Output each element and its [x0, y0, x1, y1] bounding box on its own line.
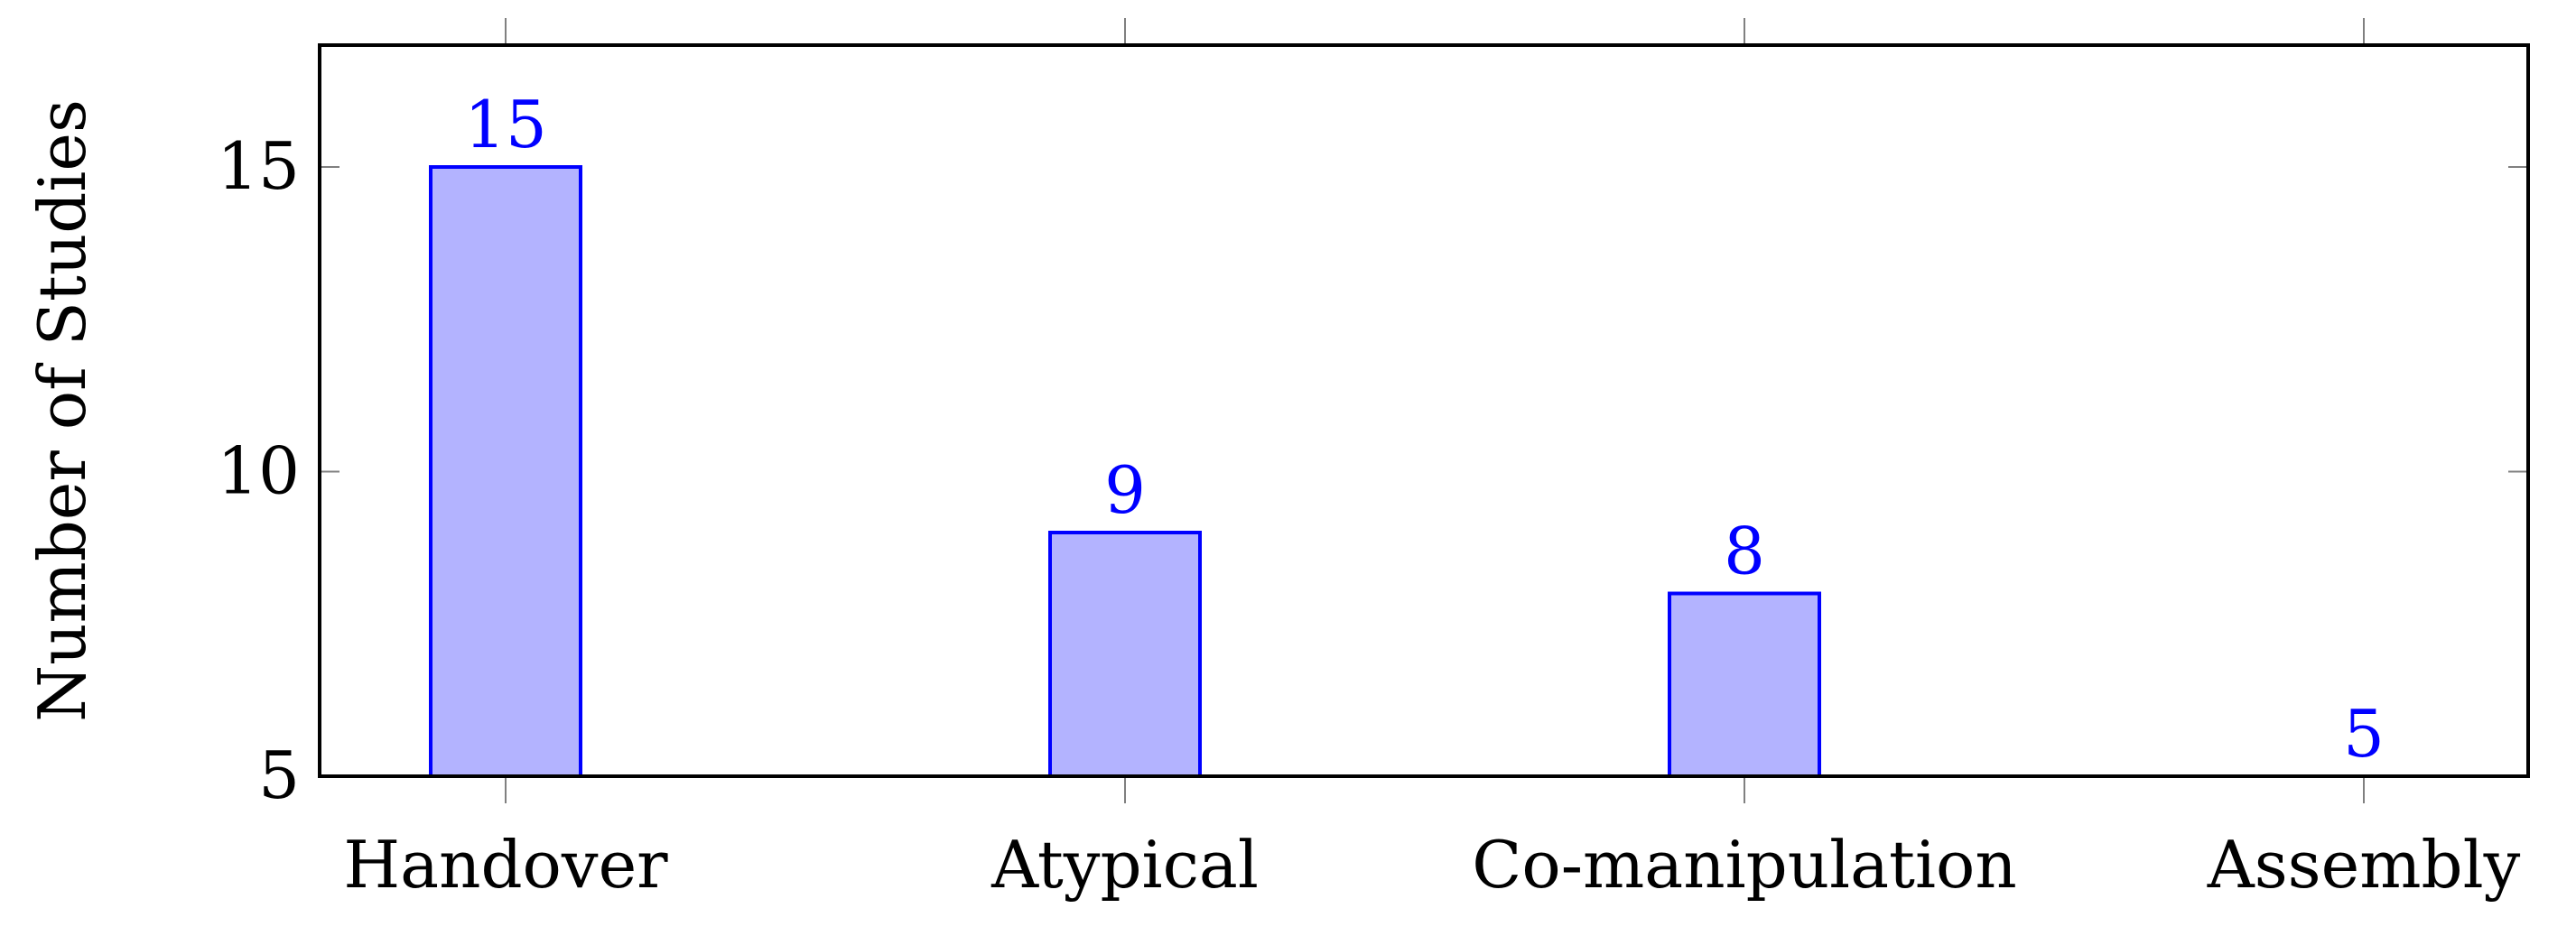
category-labels: Handover Atypical Co-manipulation Assembly: [343, 827, 2520, 903]
y-axis-title: Number of Studies: [24, 99, 100, 722]
y-tick-labels: 5 10 15: [217, 128, 300, 813]
category-label: Assembly: [2207, 827, 2521, 903]
y-tick-label: 10: [217, 433, 300, 509]
bars: [429, 165, 1821, 778]
bar: [1668, 591, 1821, 778]
bar-value-label: 15: [464, 87, 547, 162]
bar: [429, 165, 582, 778]
bar: [1048, 531, 1202, 778]
y-tick-label: 5: [258, 737, 300, 813]
tick-marks: [320, 18, 2528, 803]
category-label: Atypical: [990, 827, 1259, 903]
data-labels: 15 9 8 5: [464, 87, 2385, 772]
category-label: Co-manipulation: [1472, 827, 2016, 903]
bar-value-label: 9: [1104, 452, 1146, 528]
category-label: Handover: [343, 827, 668, 903]
bar-value-label: 5: [2343, 696, 2385, 772]
bar-value-label: 8: [1724, 514, 1765, 589]
y-tick-label: 15: [217, 128, 300, 204]
plot-frame: [318, 43, 2530, 778]
